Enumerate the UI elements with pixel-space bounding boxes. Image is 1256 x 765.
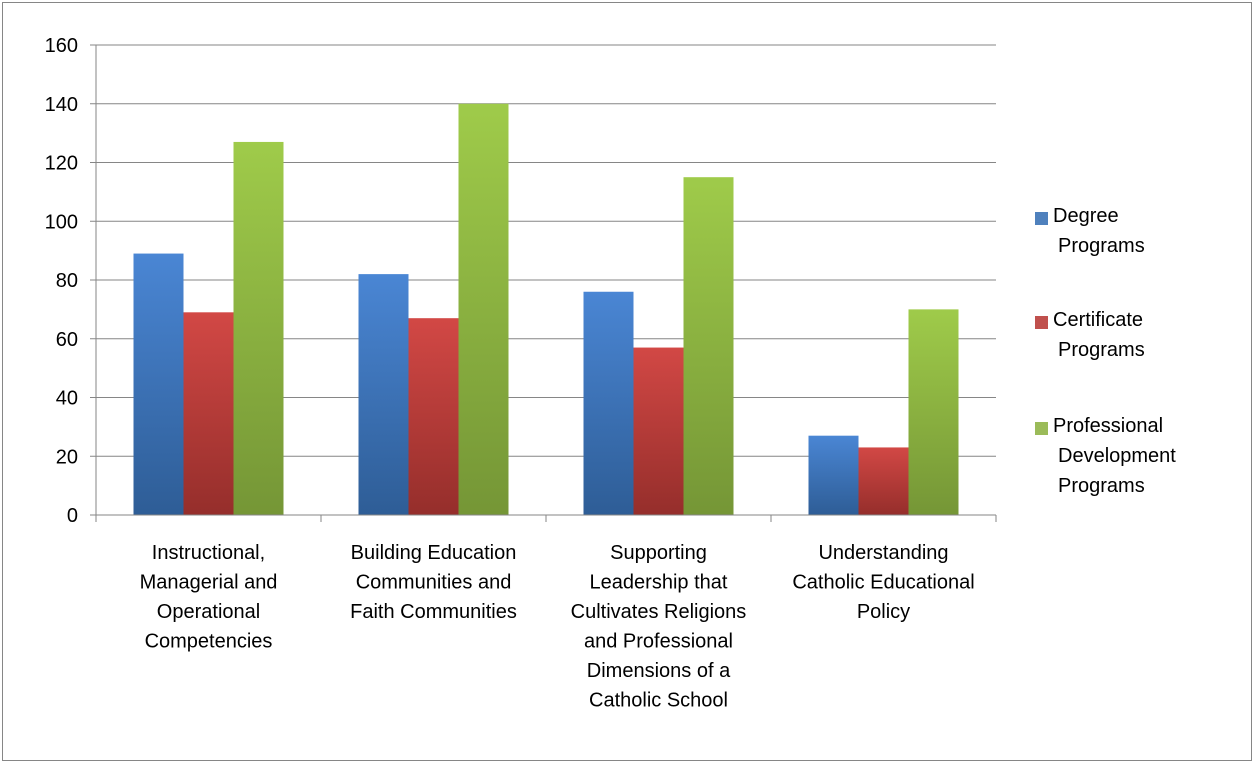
bar [908, 309, 959, 515]
bars [133, 103, 959, 515]
legend-label: Degree Programs [1053, 205, 1145, 257]
x-category-label: Building Education Communities and Faith C… [350, 542, 517, 623]
legend-swatch [1035, 212, 1048, 225]
y-tick-label: 40 [56, 388, 78, 410]
bar [408, 318, 459, 515]
bar [183, 312, 234, 515]
legend-label: Professional Development Programs [1053, 415, 1176, 497]
legend-item: Professional Development Programs [1035, 415, 1176, 497]
y-tick-label: 140 [45, 94, 78, 116]
x-axis-category-labels: Instructional, Managerial and Operational C… [140, 542, 975, 712]
bar [858, 447, 909, 515]
axes [90, 44, 997, 522]
bar [808, 435, 859, 515]
bar [458, 103, 509, 515]
bar [358, 274, 409, 515]
bar-chart: 0 20 40 60 80 100 120 140 160 Instructional, Mana… [45, 35, 1177, 712]
bar [683, 177, 734, 515]
bar [633, 347, 684, 515]
y-tick-label: 20 [56, 446, 78, 468]
y-tick-label: 100 [45, 211, 78, 233]
legend-swatch [1035, 422, 1048, 435]
y-tick-label: 120 [45, 153, 78, 175]
legend-item: Degree Programs [1035, 205, 1145, 257]
y-tick-label: 80 [56, 270, 78, 292]
bar [583, 291, 634, 515]
y-tick-label: 0 [67, 505, 78, 527]
legend-label: Certificate Programs [1053, 309, 1145, 361]
x-category-label: Instructional, Managerial and Operational C… [140, 542, 278, 653]
y-tick-label: 160 [45, 35, 78, 57]
legend-item: Certificate Programs [1035, 309, 1145, 361]
legend-swatch [1035, 316, 1048, 329]
bar [133, 253, 184, 515]
x-category-label: Supporting Leadership that Cultivates Reli… [571, 542, 747, 712]
y-axis-tick-labels: 0 20 40 60 80 100 120 140 160 [45, 35, 78, 527]
legend: Degree Programs Certificate Programs Profess… [1035, 205, 1176, 497]
x-category-label: Understanding Catholic Educational Policy [792, 542, 974, 623]
bar [233, 141, 284, 515]
y-tick-label: 60 [56, 329, 78, 351]
